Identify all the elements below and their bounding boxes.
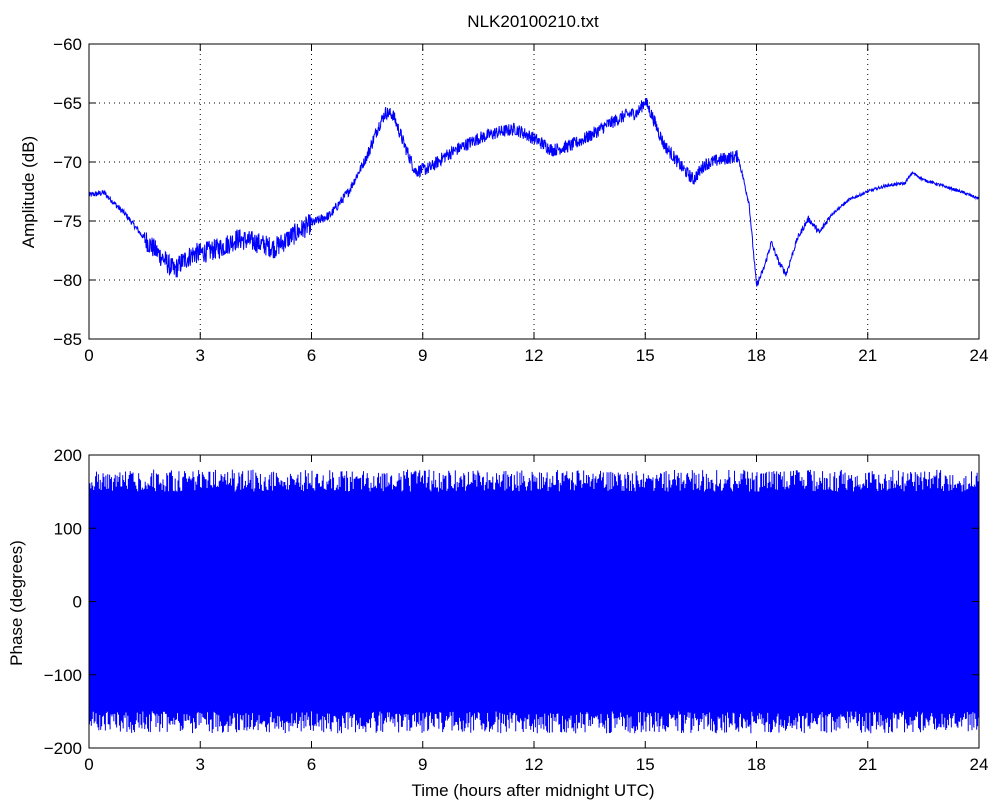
x-tick-label: 21 [858,755,877,774]
x-tick-label: 9 [418,346,427,365]
y-tick-label: −60 [53,35,82,54]
amplitude-series-line [89,97,979,287]
x-tick-label: 3 [196,346,205,365]
y-tick-label: −75 [53,212,82,231]
x-tick-label: 24 [970,346,989,365]
y-tick-label: 0 [73,593,82,612]
phase-y-axis-label: Phase (degrees) [7,540,26,666]
amplitude-y-axis-label: Amplitude (dB) [19,136,38,248]
y-tick-label: −65 [53,94,82,113]
y-tick-label: −100 [44,666,82,685]
x-tick-label: 15 [636,755,655,774]
y-tick-label: −200 [44,739,82,758]
x-tick-label: 6 [307,755,316,774]
x-tick-label: 15 [636,346,655,365]
phase-x-axis-label: Time (hours after midnight UTC) [411,781,654,800]
x-tick-label: 9 [418,755,427,774]
y-tick-label: −70 [53,153,82,172]
x-tick-label: 3 [196,755,205,774]
x-tick-label: 6 [307,346,316,365]
x-tick-label: 0 [84,346,93,365]
x-tick-label: 18 [747,755,766,774]
phase-series-line [89,469,979,734]
x-tick-label: 21 [858,346,877,365]
x-tick-label: 18 [747,346,766,365]
phase-axes: 0 3 6 9 12 15 18 21 24 −200 −100 0 100 200 [44,446,989,774]
chart-title: NLK20100210.txt [467,12,599,31]
y-tick-label: 100 [54,519,82,538]
y-tick-label: −85 [53,330,82,349]
x-tick-label: 24 [970,755,989,774]
x-tick-label: 0 [84,755,93,774]
x-tick-label: 12 [525,755,544,774]
y-tick-label: −80 [53,271,82,290]
amplitude-axes: 0 3 6 9 12 15 18 21 24 −85 −80 −75 −70 −65 −60 [53,35,988,365]
y-tick-label: 200 [54,446,82,465]
x-tick-label: 12 [525,346,544,365]
